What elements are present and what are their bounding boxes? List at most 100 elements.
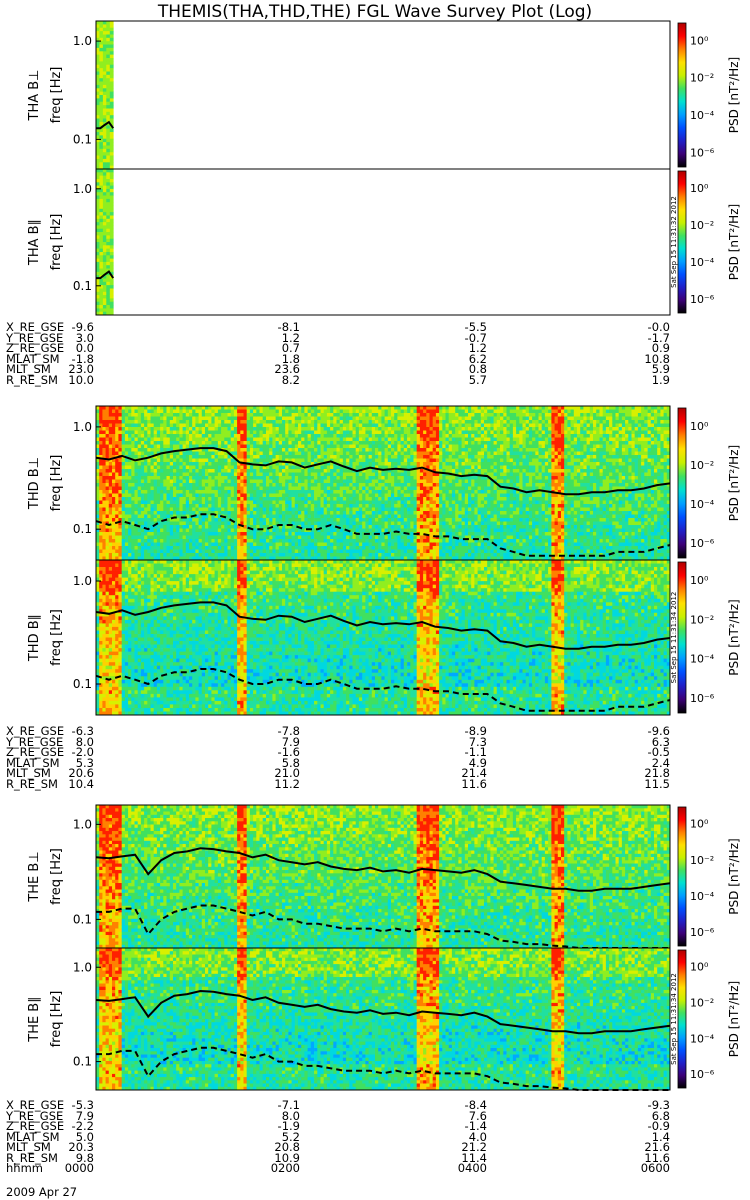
spectrogram-cell [221, 444, 225, 449]
spectrogram-cell [304, 476, 308, 480]
spectrogram-cell [291, 539, 296, 543]
spectrogram-cell [227, 441, 232, 445]
spectrogram-cell [182, 532, 187, 536]
spectrogram-cell [109, 44, 114, 49]
spectrogram-cell [282, 462, 286, 466]
spectrogram-cell [211, 514, 215, 519]
spectrogram-cell [118, 532, 122, 536]
spectrogram-cell [195, 483, 199, 487]
spectrogram-cell [96, 47, 100, 52]
spectrogram-cell [397, 521, 401, 526]
spectrogram-cell [109, 188, 114, 193]
spectrogram-cell [358, 532, 363, 536]
spectrogram-cell [285, 514, 289, 519]
spectrogram-cell [378, 521, 382, 526]
spectrogram-cell [182, 420, 187, 424]
spectrogram-cell [288, 476, 292, 480]
spectrogram-cell [106, 138, 111, 143]
spectrogram-cell [208, 458, 212, 463]
spectrogram-cell [144, 549, 148, 554]
spectrogram-cell [221, 451, 225, 456]
spectrogram-cell [249, 479, 254, 484]
spectrogram-cell [128, 528, 132, 533]
spectrogram-cell [134, 518, 139, 522]
spectrogram-cell [134, 451, 139, 456]
spectrogram-cell [105, 549, 110, 554]
spectrogram-cell [269, 483, 273, 487]
spectrogram-cell [227, 469, 232, 473]
spectrogram-cell [240, 511, 244, 515]
spectrogram-cell [124, 553, 129, 557]
spectrogram-cell [105, 511, 110, 515]
spectrogram-cell [205, 413, 209, 417]
spectrogram-cell [349, 451, 353, 456]
spectrogram-cell [397, 479, 401, 484]
spectrogram-cell [160, 504, 164, 508]
spectrogram-cell [230, 528, 235, 533]
spectrogram-cell [195, 462, 199, 466]
spectrogram-cell [333, 532, 337, 536]
spectrogram-cell [106, 169, 111, 173]
spectrogram-cell [214, 441, 219, 445]
spectrogram-cell [128, 448, 132, 452]
spectrogram-cell [96, 108, 100, 113]
spectrogram-cell [128, 518, 132, 522]
spectrogram-cell [362, 458, 366, 463]
spectrogram-cell [310, 500, 315, 505]
spectrogram-cell [397, 455, 401, 459]
spectrogram-cell [109, 47, 114, 52]
spectrogram-cell [288, 500, 292, 505]
spectrogram-cell [99, 135, 104, 140]
spectrogram-cell [371, 416, 376, 421]
spectrogram-cell [131, 413, 135, 417]
spectrogram-cell [413, 451, 418, 456]
spectrogram-cell [333, 423, 337, 428]
spectrogram-cell [326, 556, 331, 561]
spectrogram-cell [102, 483, 106, 487]
spectrogram-cell [362, 511, 366, 515]
spectrogram-cell [301, 514, 305, 519]
spectrogram-cell [221, 423, 225, 428]
spectrogram-cell [333, 490, 337, 494]
spectrogram-cell [112, 556, 116, 561]
spectrogram-cell [339, 462, 344, 466]
spectrogram-cell [355, 479, 360, 484]
spectrogram-cell [326, 532, 331, 536]
spectrogram-cell [358, 514, 363, 519]
spectrogram-cell [189, 409, 193, 414]
spectrogram-cell [192, 532, 196, 536]
spectrogram-cell [96, 416, 100, 421]
spectrogram-cell [102, 258, 107, 263]
spectrogram-cell [243, 525, 248, 529]
spectrogram-cell [394, 451, 398, 456]
spectrogram-cell [282, 416, 286, 421]
spectrogram-cell [144, 511, 148, 515]
spectrogram-cell [285, 469, 289, 473]
spectrogram-cell [378, 458, 382, 463]
spectrogram-cell [314, 546, 318, 550]
spectrogram-cell [291, 465, 296, 470]
spectrogram-cell [410, 514, 414, 519]
spectrogram-cell [105, 406, 110, 410]
spectrogram-cell [323, 451, 328, 456]
spectrogram-cell [378, 525, 382, 529]
spectrogram-cell [368, 458, 373, 463]
spectrogram-cell [355, 472, 360, 477]
spectrogram-cell [301, 476, 305, 480]
spectrogram-cell [179, 406, 183, 410]
spectrogram-cell [124, 413, 129, 417]
spectrogram-cell [240, 434, 244, 438]
spectrogram-cell [128, 430, 132, 435]
spectrogram-cell [301, 462, 305, 466]
spectrogram-cell [333, 427, 337, 431]
spectrogram-cell [195, 518, 199, 522]
spectrogram-cell [375, 539, 379, 543]
spectrogram-cell [224, 444, 228, 449]
spectrogram-cell [416, 535, 421, 540]
spectrogram-cell [109, 258, 114, 263]
spectrogram-cell [275, 521, 280, 526]
spectrogram-cell [407, 458, 411, 463]
spectrogram-cell [333, 479, 337, 484]
spectrogram-cell [416, 549, 421, 554]
spectrogram-cell [99, 108, 104, 113]
